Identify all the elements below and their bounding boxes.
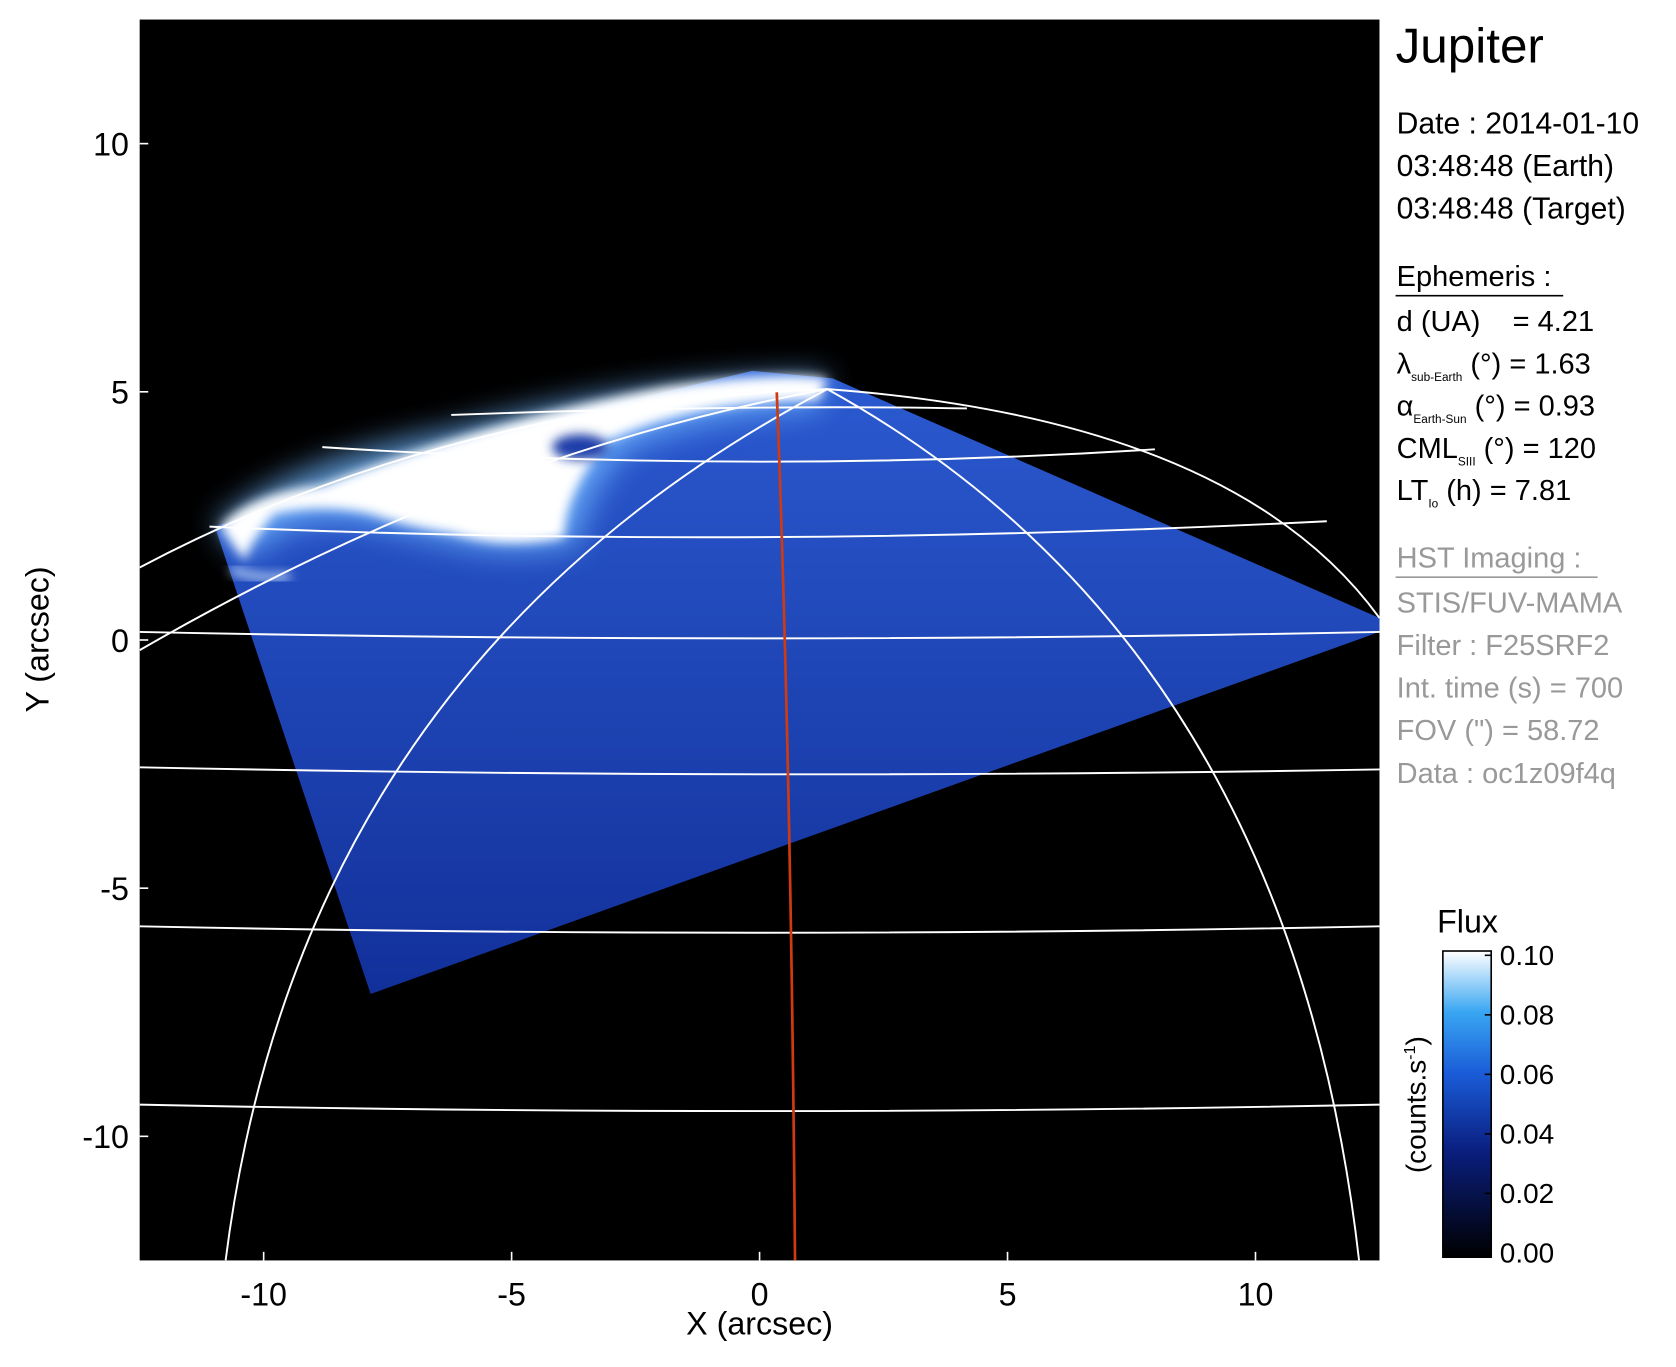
ephemeris-line: CMLSIII (°) = 120 bbox=[1397, 433, 1596, 469]
x-tick-label: 10 bbox=[1238, 1277, 1274, 1313]
date-line: 03:48:48 (Earth) bbox=[1397, 150, 1614, 183]
ephemeris-label: d (UA) = 4.21 bbox=[1397, 306, 1594, 338]
x-tick-label: 0 bbox=[751, 1277, 769, 1313]
aurora-oval bbox=[220, 376, 828, 562]
ephemeris-value: (h) = 7.81 bbox=[1438, 475, 1571, 507]
ephemeris-line: αEarth-Sun (°) = 0.93 bbox=[1397, 391, 1595, 427]
colorbar-tick-label: 0.04 bbox=[1500, 1119, 1554, 1150]
ephemeris-value: (°) = 120 bbox=[1476, 433, 1596, 465]
ephemeris-label: λ bbox=[1397, 348, 1412, 380]
longitude-line bbox=[826, 388, 1361, 1261]
unit-end: ) bbox=[1401, 1036, 1432, 1045]
colorbar-tick-label: 0.08 bbox=[1500, 1000, 1554, 1031]
y-axis-label: Y (arcsec) bbox=[19, 566, 55, 712]
ephemeris-label: CML bbox=[1397, 433, 1458, 465]
colorbar-tick-label: 0.00 bbox=[1500, 1238, 1554, 1269]
central-meridian bbox=[775, 392, 797, 1261]
aurora-arc bbox=[229, 566, 291, 581]
unit-exponent: -1 bbox=[1401, 1045, 1419, 1059]
aurora-gap bbox=[552, 434, 609, 461]
x-axis-label: X (arcsec) bbox=[686, 1306, 833, 1342]
ephemeris-subscript: SIII bbox=[1458, 454, 1476, 468]
latitude-line bbox=[139, 1103, 1380, 1113]
ephemeris-value: (°) = 1.63 bbox=[1462, 348, 1590, 380]
latitude-line bbox=[139, 630, 1380, 640]
y-tick-label: 0 bbox=[111, 623, 129, 659]
unit: (counts.s bbox=[1401, 1060, 1432, 1173]
info-panel: Date : 2014-01-10 03:48:48 (Earth) 03:48:4… bbox=[1395, 107, 1639, 790]
y-tick-label: -10 bbox=[82, 1119, 129, 1155]
date-line: Date : 2014-01-10 bbox=[1397, 107, 1639, 140]
colorbar-tick-label: 0.06 bbox=[1500, 1059, 1554, 1090]
imaging-line: STIS/FUV-MAMA bbox=[1397, 588, 1623, 620]
imaging-heading: HST Imaging : bbox=[1397, 542, 1582, 574]
imaging-line: Filter : F25SRF2 bbox=[1397, 630, 1610, 662]
imaging-line: FOV (") = 58.72 bbox=[1397, 715, 1600, 747]
latitude-line bbox=[451, 406, 967, 416]
colorbar bbox=[1442, 950, 1493, 1259]
date-line: 03:48:48 (Target) bbox=[1397, 192, 1626, 225]
colorbar-tick-label: 0.02 bbox=[1500, 1178, 1554, 1209]
y-tick-label: 5 bbox=[111, 375, 129, 411]
ephemeris-value: (°) = 0.93 bbox=[1467, 391, 1595, 423]
target-name: Jupiter bbox=[1396, 19, 1544, 74]
latitude-line bbox=[322, 446, 1155, 463]
x-tick-label: -5 bbox=[497, 1277, 526, 1313]
colorbar-title: Flux bbox=[1437, 904, 1498, 940]
x-tick-label: 5 bbox=[999, 1277, 1017, 1313]
latitude-line bbox=[139, 766, 1380, 776]
imaging-line: Data : oc1z09f4q bbox=[1397, 758, 1616, 790]
colorbar-tick-label: 0.10 bbox=[1500, 940, 1554, 971]
image bbox=[139, 370, 1380, 1261]
ephemeris-subscript: Earth-Sun bbox=[1413, 412, 1466, 426]
latitude-line bbox=[139, 925, 1380, 934]
colorbar-unit: (counts.s-1) bbox=[1401, 1036, 1432, 1173]
ephemeris-subscript: sub-Earth bbox=[1411, 370, 1462, 384]
ephemeris-line: λsub-Earth (°) = 1.63 bbox=[1397, 348, 1591, 384]
ephemeris-line: LTIo (h) = 7.81 bbox=[1397, 475, 1572, 511]
ephemeris-heading: Ephemeris : bbox=[1397, 261, 1552, 293]
ephemeris-line: d (UA) = 4.21 bbox=[1397, 306, 1594, 338]
y-tick-label: 10 bbox=[93, 126, 129, 162]
ephemeris-subscript: Io bbox=[1428, 497, 1438, 511]
imaging-line: Int. time (s) = 700 bbox=[1397, 673, 1623, 705]
ephemeris-label: LT bbox=[1397, 475, 1429, 507]
y-tick-label: -5 bbox=[100, 871, 129, 907]
ephemeris-label: α bbox=[1397, 391, 1414, 423]
longitude-line bbox=[139, 388, 828, 652]
x-tick-label: -10 bbox=[240, 1277, 287, 1313]
longitude-line bbox=[224, 388, 828, 1261]
